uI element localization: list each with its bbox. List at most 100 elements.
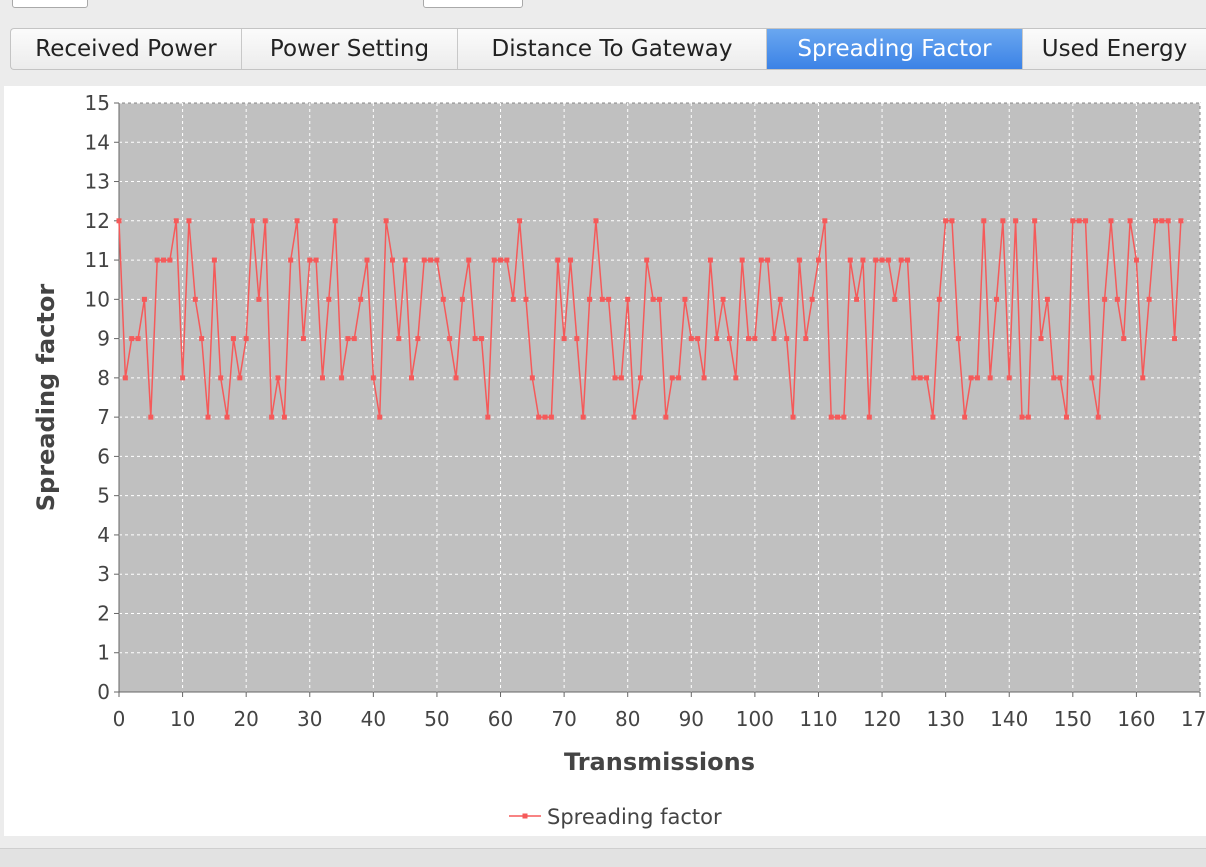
data-point [269,414,275,420]
data-point [873,257,879,263]
tab-bar: Received Power Power Setting Distance To G… [10,28,1206,70]
tab[interactable]: Received Power [11,29,242,69]
data-point [1044,296,1050,302]
data-point [415,336,421,342]
tab[interactable]: Spreading Factor [767,29,1023,69]
data-point [154,257,160,263]
x-tick-label: 10 [170,707,195,731]
data-point [459,296,465,302]
data-point [1032,218,1038,224]
data-point [230,336,236,342]
data-point [199,336,205,342]
y-tick-label: 5 [97,484,110,508]
x-tick-label: 70 [551,707,576,731]
data-point [237,375,243,381]
data-point [1152,218,1158,224]
data-point [358,296,364,302]
data-point [994,296,1000,302]
y-tick-label: 13 [85,170,110,194]
data-point [930,414,936,420]
data-point [478,336,484,342]
tab[interactable]: Used Energy [1023,29,1206,69]
data-point [161,257,167,263]
data-point [135,336,141,342]
data-point [936,296,942,302]
input-box[interactable] [423,0,523,8]
data-point [885,257,891,263]
data-point [752,336,758,342]
data-point [319,375,325,381]
data-point [472,336,478,342]
x-tick-label: 90 [679,707,704,731]
data-point [466,257,472,263]
x-tick-label: 0 [113,707,126,731]
data-point [1089,375,1095,381]
data-point [644,257,650,263]
y-tick-label: 12 [85,209,110,233]
data-point [561,336,567,342]
data-point [1019,414,1025,420]
data-point [631,414,637,420]
data-point [224,414,230,420]
data-point [714,336,720,342]
data-point [262,218,268,224]
data-point [517,218,523,224]
legend-label: Spreading factor [547,805,722,829]
data-point [1070,218,1076,224]
data-point [758,257,764,263]
data-point [510,296,516,302]
data-point [243,336,249,342]
data-point [116,218,122,224]
data-point [625,296,631,302]
y-tick-label: 1 [97,641,110,665]
data-point [974,375,980,381]
data-point [1178,218,1184,224]
data-point [1083,218,1089,224]
data-point [542,414,548,420]
data-point [650,296,656,302]
data-point [548,414,554,420]
data-point [148,414,154,420]
x-tick-label: 130 [927,707,965,731]
data-point [434,257,440,263]
data-point [141,296,147,302]
data-point [1006,375,1012,381]
x-tick-label: 160 [1117,707,1155,731]
data-point [1013,218,1019,224]
data-point [504,257,510,263]
chart-panel: 0 1 2 3 4 5 6 7 8 9 10 11 12 13 14 15 0 10 20 30 40 50 60 70 80 9… [4,86,1206,836]
data-point [892,296,898,302]
x-tick-label: 170 [1181,707,1206,731]
data-point [637,375,643,381]
tab[interactable]: Distance To Gateway [458,29,767,69]
data-point [377,414,383,420]
data-point [1114,296,1120,302]
data-point [1076,218,1082,224]
data-point [491,257,497,263]
data-point [879,257,885,263]
data-point [555,257,561,263]
data-point [765,257,771,263]
data-point [682,296,688,302]
data-point [421,257,427,263]
data-point [396,336,402,342]
data-point [122,375,128,381]
data-point [1051,375,1057,381]
data-point [332,218,338,224]
data-point [205,414,211,420]
data-point [924,375,930,381]
status-bar [0,848,1206,867]
x-tick-label: 140 [990,707,1028,731]
data-point [370,375,376,381]
input-box[interactable] [12,0,88,8]
data-point [707,257,713,263]
data-point [129,336,135,342]
y-tick-label: 8 [97,366,110,390]
data-point [784,336,790,342]
y-tick-label: 11 [85,248,110,272]
data-point [339,375,345,381]
data-point [167,257,173,263]
tab[interactable]: Power Setting [242,29,458,69]
data-point [828,414,834,420]
data-point [695,336,701,342]
